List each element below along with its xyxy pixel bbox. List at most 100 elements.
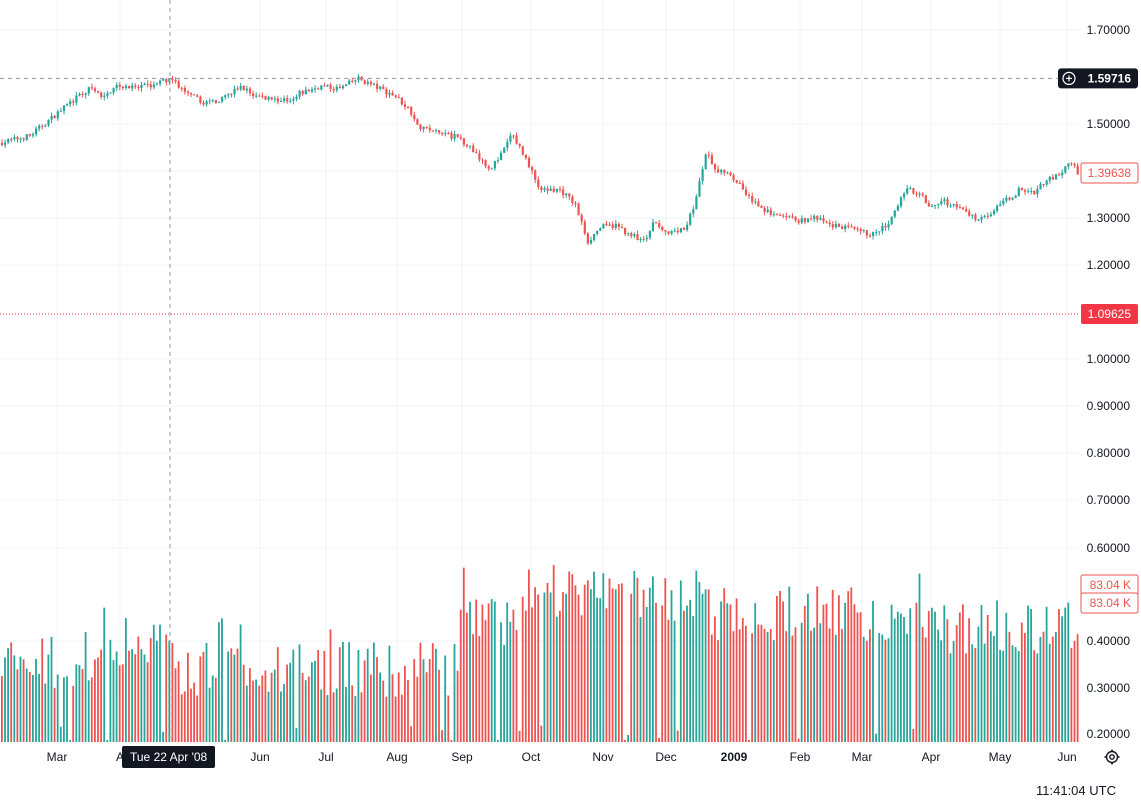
volume-bar xyxy=(689,599,691,742)
volume-bar xyxy=(376,657,378,742)
x-axis[interactable]: Mar A Jun Jul Aug Sep Oct Nov Dec 2009 Feb Mar Apr Ma… xyxy=(47,750,1077,764)
volume-bar xyxy=(38,673,40,742)
volume-bar xyxy=(242,664,245,742)
volume-bar xyxy=(853,604,856,742)
volume-bar xyxy=(391,674,394,742)
candle-body xyxy=(679,228,682,233)
volume-bar xyxy=(803,605,806,742)
plus-circle-icon[interactable] xyxy=(1062,71,1076,86)
candle-body xyxy=(196,95,199,97)
volume-bar xyxy=(924,637,927,742)
volume-bar xyxy=(283,683,285,742)
volume-bar xyxy=(354,696,357,742)
volume-bar xyxy=(345,687,347,742)
candle-body xyxy=(782,215,785,217)
candle-body xyxy=(930,205,934,207)
candle-body xyxy=(450,133,453,139)
candle-body xyxy=(78,93,81,96)
candle-body xyxy=(748,194,751,196)
candle-body xyxy=(221,97,224,102)
volume-bar xyxy=(838,595,840,742)
volume-bar xyxy=(94,659,96,742)
y-tick-label: 0.70000 xyxy=(1087,493,1131,507)
candle-body xyxy=(500,152,503,161)
candle-body xyxy=(831,224,834,228)
volume-bar xyxy=(50,636,53,742)
candle-body xyxy=(357,76,360,81)
volume-bar xyxy=(63,677,65,742)
volume-bar xyxy=(859,612,862,742)
candle-body xyxy=(800,218,803,223)
candle-body xyxy=(534,170,537,180)
candle-body xyxy=(806,218,810,222)
x-tick-label: May xyxy=(989,750,1012,764)
volume-bar xyxy=(314,660,316,742)
volume-tag-2-text: 83.04 K xyxy=(1090,596,1131,610)
candle-body xyxy=(630,233,633,237)
candle-body xyxy=(633,234,636,237)
volume-bar xyxy=(903,616,905,742)
volume-bar xyxy=(1030,609,1032,742)
candle-body xyxy=(952,204,955,206)
candle-body xyxy=(183,87,186,92)
y-tick-label: 0.80000 xyxy=(1087,446,1131,460)
volume-bar xyxy=(72,685,75,742)
volume-bar xyxy=(710,634,713,742)
volume-bar xyxy=(738,629,741,742)
volume-bar xyxy=(351,685,354,742)
volume-bar xyxy=(146,662,149,742)
candle-body xyxy=(314,88,317,90)
settings-icon[interactable] xyxy=(1103,748,1121,766)
volume-bars xyxy=(1,565,1079,742)
volume-bar xyxy=(490,599,493,742)
candle-body xyxy=(1051,176,1054,180)
candle-body xyxy=(887,224,890,228)
volume-bar xyxy=(822,604,825,742)
y-axis[interactable]: 1.700001.500001.400001.300001.200001.000… xyxy=(1087,23,1131,741)
candle-body xyxy=(1002,200,1005,205)
x-tick-label: Aug xyxy=(386,750,407,764)
volume-bar xyxy=(134,654,137,742)
volume-bar xyxy=(7,648,9,742)
candle-body xyxy=(543,188,546,190)
candle-body xyxy=(689,213,692,225)
candle-body xyxy=(38,125,41,129)
candle-body xyxy=(1030,190,1033,192)
candle-body xyxy=(816,215,819,220)
price-line-tag xyxy=(1081,304,1138,324)
volume-bar xyxy=(534,587,536,742)
candle-body xyxy=(580,215,583,222)
volume-bar xyxy=(993,636,995,742)
candle-body xyxy=(732,175,735,181)
candle-body xyxy=(909,188,912,190)
volume-bar xyxy=(934,611,936,742)
candle-body xyxy=(772,214,775,216)
candle-body xyxy=(571,196,574,203)
volume-bar xyxy=(949,653,952,742)
candle-body xyxy=(345,84,348,86)
volume-bar xyxy=(1005,612,1008,742)
volume-bar xyxy=(673,620,676,742)
candle-body xyxy=(1017,188,1020,196)
volume-bar xyxy=(493,601,496,742)
volume-bar xyxy=(466,612,468,742)
volume-bar xyxy=(227,651,230,742)
candle-body xyxy=(977,219,980,221)
volume-bar xyxy=(441,730,443,742)
volume-bar xyxy=(363,660,366,742)
candle-body xyxy=(1054,174,1058,180)
candle-body xyxy=(456,134,459,137)
volume-bar xyxy=(1051,636,1054,742)
volume-bar xyxy=(162,731,164,742)
candle-body xyxy=(583,221,586,234)
candle-body xyxy=(416,119,419,125)
candle-body xyxy=(84,93,87,95)
candle-body xyxy=(617,223,620,228)
candle-body xyxy=(707,154,710,156)
candle-body xyxy=(670,230,673,234)
volume-bar xyxy=(236,648,239,742)
volume-bar xyxy=(25,668,28,742)
volume-bar xyxy=(35,658,37,742)
candle-body xyxy=(462,138,465,145)
